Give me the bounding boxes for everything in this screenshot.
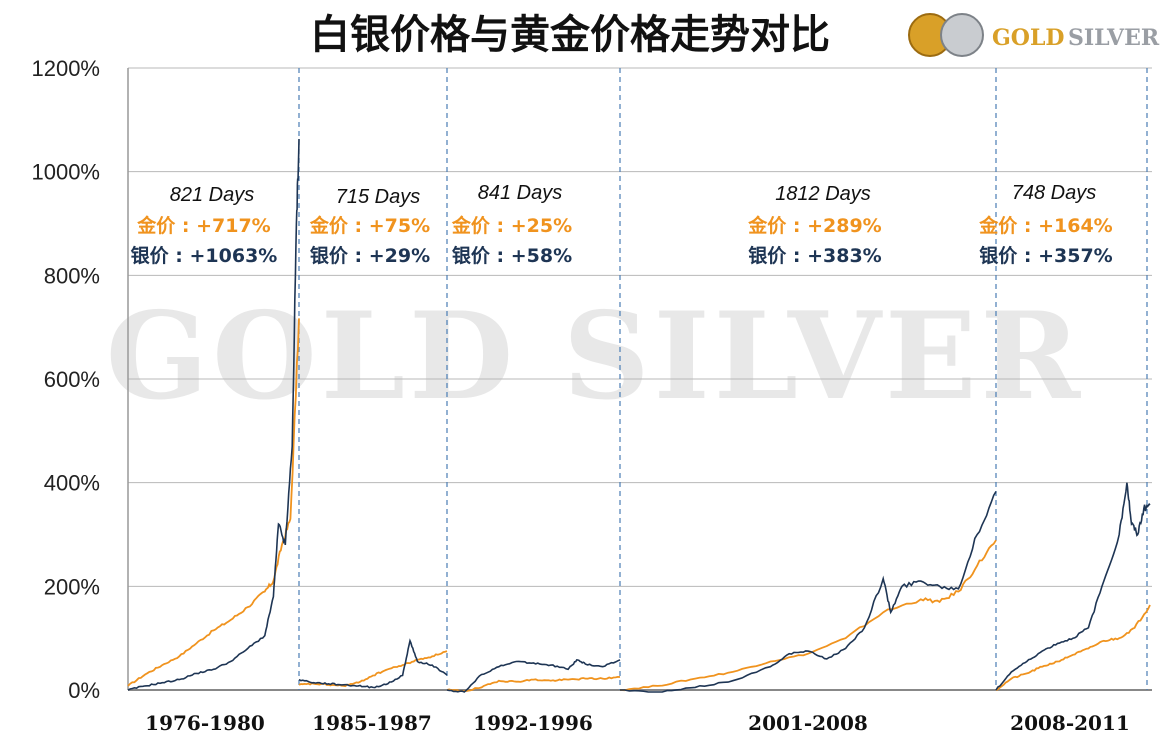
y-tick-label: 600% [44,367,100,392]
silver-series-line [620,491,997,693]
silver-gain-label: 银价 : +1063% [131,244,278,267]
silver-series-line [995,482,1151,691]
y-tick-label: 800% [44,263,100,288]
logo-silver-word: SILVER [1068,25,1160,51]
y-tick-label: 1000% [31,160,100,185]
silver-series-line [127,138,300,691]
gold-gain-label: 金价 : +75% [309,214,430,237]
silver-series-line [446,659,621,693]
gold-series-line [127,318,300,687]
silver-gain-label: 银价 : +58% [452,244,572,267]
period-days-label: 841 Days [478,182,563,204]
silver-gain-label: 银价 : +29% [310,244,430,267]
y-tick-label: 0% [68,678,100,703]
watermark: GOLD SILVER [106,286,1084,427]
x-axis-period-labels: 1976-1980 1985-1987 1992-1996 2001-2008 2008… [145,711,1130,735]
period-days-label: 748 Days [1012,182,1097,204]
y-tick-label: 1200% [31,56,100,81]
y-axis-ticks: 0% 200% 400% 600% 800% 1000% 1200% [31,56,100,703]
gold-gain-label: 金价 : +25% [451,214,572,237]
logo-gold-word: GOLD [992,25,1065,51]
gold-gain-label: 金价 : +289% [747,214,881,237]
silver-coin-icon [940,13,984,57]
period-x-label: 1992-1996 [473,711,593,735]
period-days-label: 1812 Days [775,183,871,205]
gold-series-line [446,675,621,693]
gold-series-line [995,604,1151,691]
period-days-label: 715 Days [336,186,421,208]
gold-series-line [619,539,997,692]
gold-gain-label: 金价 : +164% [978,214,1112,237]
silver-gain-label: 银价 : +383% [748,244,881,267]
brand-logo: GOLD SILVER [908,13,1160,57]
period-x-label: 2008-2011 [1010,711,1130,735]
y-tick-label: 400% [44,471,100,496]
series-lines [127,138,1151,693]
period-days-label: 821 Days [170,184,255,206]
gold-gain-label: 金价 : +717% [136,214,270,237]
period-x-label: 1985-1987 [312,711,432,735]
y-tick-label: 200% [44,574,100,599]
chart-title: 白银价格与黄金价格走势对比 [310,11,830,58]
grid [127,67,1152,691]
period-x-label: 1976-1980 [145,711,265,735]
period-x-label: 2001-2008 [748,711,868,735]
silver-gain-label: 银价 : +357% [979,244,1112,267]
silver-series-line [298,638,448,689]
gold-series-line [298,650,448,688]
period-annotations: 821 Days 金价 : +717% 银价 : +1063% 715 Days 金价 … [131,182,1113,267]
